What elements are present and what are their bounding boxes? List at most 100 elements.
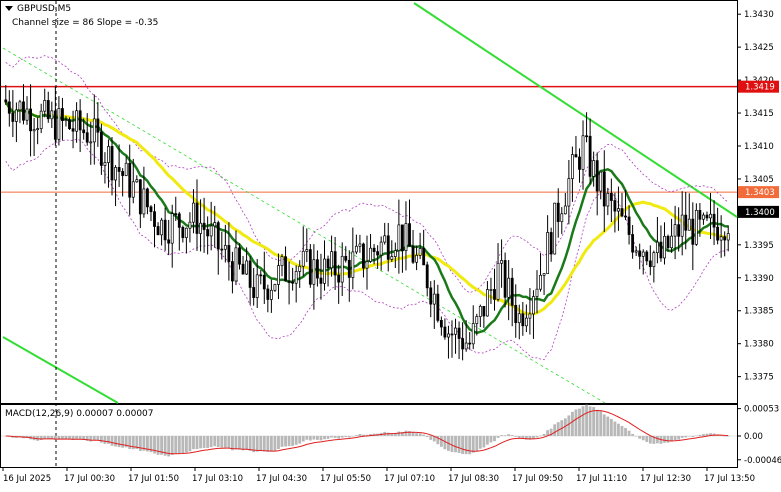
macd-histogram-bar: [330, 436, 334, 438]
price-tick-label: 1.3375: [744, 373, 774, 383]
candle-body: [471, 323, 475, 345]
candle-body: [326, 258, 330, 269]
macd-histogram-bar: [53, 436, 57, 440]
macd-histogram-bar: [666, 436, 670, 443]
macd-histogram-bar: [135, 436, 139, 450]
macd-histogram-bar: [117, 436, 121, 448]
macd-histogram-bar: [213, 436, 217, 447]
macd-histogram-bar: [648, 436, 652, 444]
macd-histogram-bar: [539, 435, 542, 437]
macd-histogram-bar: [400, 431, 404, 436]
price-tick-label: 1.3390: [744, 274, 774, 284]
channel-upper-line: [413, 2, 738, 218]
candle-body: [121, 171, 125, 176]
candle-body: [50, 110, 54, 120]
candle-body: [156, 226, 160, 236]
macd-histogram-bar: [220, 436, 224, 448]
candle-body: [78, 110, 82, 131]
candle-body: [291, 281, 295, 284]
candle-body: [206, 229, 210, 237]
macd-histogram-bar: [39, 436, 43, 441]
price-tick-label: 1.3410: [744, 142, 774, 152]
candle-body: [638, 250, 642, 257]
candle-body: [425, 264, 429, 289]
candle-body: [570, 154, 574, 179]
candle-body: [482, 305, 486, 317]
candle-body: [234, 247, 238, 282]
candle-body: [581, 135, 585, 170]
price-badge-label: 1.3400: [745, 208, 775, 218]
macd-histogram-bar: [284, 436, 287, 447]
candle-body: [124, 162, 128, 176]
candle-body: [284, 256, 287, 282]
candle-body: [443, 326, 447, 338]
candle-body: [259, 274, 263, 277]
candle-body: [588, 135, 592, 177]
candle-body: [238, 247, 241, 265]
macd-histogram-bar: [432, 436, 436, 442]
macd-histogram-bar: [634, 436, 638, 437]
candle-body: [408, 223, 411, 247]
macd-histogram-bar: [422, 434, 426, 436]
candle-body: [337, 274, 341, 283]
candle-body: [61, 108, 64, 121]
candle-body: [376, 251, 380, 256]
candle-body: [542, 273, 546, 276]
macd-histogram-bar: [280, 436, 284, 447]
candle-body: [411, 245, 415, 263]
macd-histogram-bar: [698, 434, 702, 436]
candle-body: [493, 289, 496, 300]
candle-body: [716, 226, 720, 241]
candle-body: [347, 259, 351, 278]
candle-body: [709, 213, 712, 219]
macd-histogram-bar: [553, 424, 557, 436]
candle-body: [18, 101, 22, 111]
candle-body: [92, 118, 96, 143]
symbol-dropdown-icon[interactable]: [5, 6, 13, 11]
macd-histogram-bar: [719, 435, 723, 437]
candle-body: [128, 162, 132, 198]
macd-histogram-bar: [677, 436, 681, 440]
macd-histogram-bar: [46, 436, 50, 439]
macd-histogram-bar: [627, 430, 631, 436]
candle-body: [103, 162, 107, 166]
macd-histogram-bar: [326, 436, 330, 439]
candle-body: [25, 108, 29, 121]
macd-histogram-bar: [337, 436, 341, 439]
macd-histogram-bar: [192, 436, 195, 450]
macd-histogram-bar: [606, 416, 610, 436]
price-badge: [738, 205, 779, 218]
macd-histogram-bar: [408, 431, 411, 436]
macd-histogram-bar: [528, 436, 532, 440]
candle-body: [245, 260, 249, 275]
candle-body: [344, 255, 348, 261]
candle-body: [39, 110, 43, 129]
macd-histogram-bar: [485, 436, 489, 445]
macd-histogram-bar: [340, 436, 344, 438]
macd-histogram-bar: [156, 436, 160, 455]
candle-body: [57, 108, 61, 140]
candle-body: [595, 160, 599, 192]
macd-histogram-bar: [464, 436, 468, 455]
candle-body: [447, 333, 450, 338]
candle-body: [524, 317, 528, 327]
macd-histogram-bar: [146, 436, 149, 452]
candle-body: [386, 235, 390, 260]
macd-histogram-bar: [301, 436, 305, 442]
candle-body: [496, 262, 500, 300]
candle-body: [75, 110, 79, 132]
macd-histogram-bar: [323, 436, 326, 440]
candle-body: [177, 213, 181, 228]
macd-histogram-bar: [121, 436, 125, 448]
macd-histogram-bar: [652, 436, 656, 444]
macd-histogram-bar: [351, 436, 355, 437]
candle-body: [645, 251, 649, 262]
candle-body: [181, 226, 185, 238]
candle-body: [687, 218, 691, 231]
candle-body: [599, 171, 603, 192]
candle-body: [11, 112, 15, 122]
macd-histogram-bar: [602, 414, 606, 436]
macd-histogram-bar: [316, 436, 319, 440]
